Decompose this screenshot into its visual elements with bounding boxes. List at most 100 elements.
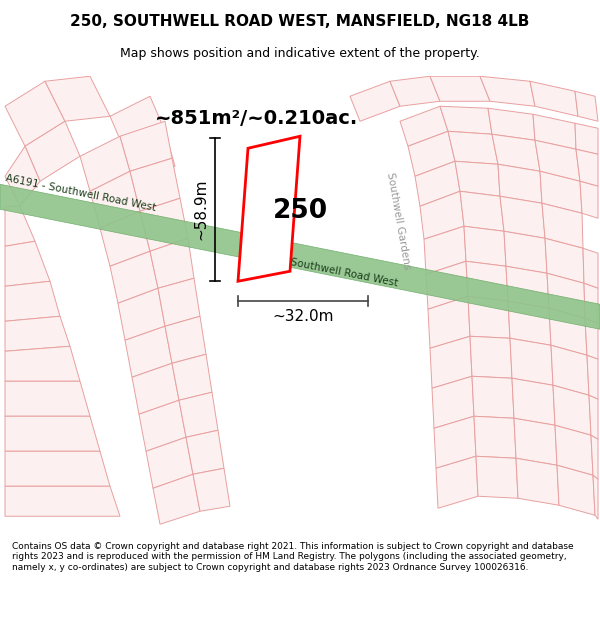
Polygon shape [428,296,470,348]
Polygon shape [557,465,595,515]
Polygon shape [464,226,506,266]
Polygon shape [547,273,585,318]
Polygon shape [118,288,165,340]
Polygon shape [510,338,553,385]
Polygon shape [436,456,478,508]
Polygon shape [350,81,400,121]
Polygon shape [549,308,587,355]
Polygon shape [553,385,591,435]
Polygon shape [5,206,35,246]
Polygon shape [165,316,206,363]
Polygon shape [591,435,598,479]
Polygon shape [434,416,476,468]
Polygon shape [139,400,186,451]
Text: Map shows position and indicative extent of the property.: Map shows position and indicative extent… [120,48,480,61]
Polygon shape [5,316,70,351]
Polygon shape [555,425,593,475]
Polygon shape [420,191,464,239]
Text: Southwell Gardens: Southwell Gardens [385,172,412,271]
Polygon shape [238,136,300,281]
Polygon shape [5,486,120,516]
Text: 250: 250 [272,198,328,224]
Polygon shape [460,191,504,231]
Polygon shape [584,283,598,323]
Polygon shape [186,430,224,474]
Polygon shape [540,171,582,213]
Polygon shape [466,261,508,301]
Polygon shape [5,146,40,206]
Polygon shape [545,238,584,283]
Polygon shape [488,108,535,140]
Polygon shape [25,121,80,181]
Polygon shape [5,281,60,321]
Polygon shape [576,149,598,186]
Polygon shape [516,458,559,505]
Polygon shape [589,395,598,439]
Polygon shape [132,363,179,414]
Polygon shape [408,131,455,176]
Polygon shape [575,91,598,121]
Polygon shape [504,231,547,273]
Polygon shape [130,158,180,211]
Polygon shape [432,376,474,428]
Polygon shape [5,416,100,451]
Polygon shape [430,76,490,101]
Polygon shape [110,251,158,303]
Polygon shape [424,226,466,274]
Polygon shape [474,416,516,458]
Polygon shape [125,131,175,186]
Text: 250, SOUTHWELL ROAD WEST, MANSFIELD, NG18 4LB: 250, SOUTHWELL ROAD WEST, MANSFIELD, NG1… [70,14,530,29]
Polygon shape [472,376,514,418]
Polygon shape [530,81,578,116]
Polygon shape [533,114,576,149]
Polygon shape [0,184,600,329]
Polygon shape [125,326,172,378]
Polygon shape [140,198,188,251]
Polygon shape [120,121,172,171]
Polygon shape [514,418,557,465]
Polygon shape [468,296,510,338]
Polygon shape [575,123,598,154]
Polygon shape [470,336,512,378]
Polygon shape [480,76,535,106]
Polygon shape [430,336,472,388]
Polygon shape [110,96,165,151]
Polygon shape [100,211,150,266]
Polygon shape [506,266,549,308]
Polygon shape [551,345,589,395]
Polygon shape [512,378,555,425]
Polygon shape [426,261,468,309]
Polygon shape [440,106,492,134]
Polygon shape [492,134,540,171]
Polygon shape [448,131,498,164]
Polygon shape [90,171,140,228]
Polygon shape [5,81,65,146]
Polygon shape [193,468,230,511]
Polygon shape [500,196,545,238]
Text: Contains OS data © Crown copyright and database right 2021. This information is : Contains OS data © Crown copyright and d… [12,542,574,572]
Polygon shape [5,451,110,486]
Text: A6191 - Southwell Road West: A6191 - Southwell Road West [5,173,157,213]
Polygon shape [179,392,218,438]
Polygon shape [5,381,90,416]
Polygon shape [390,76,440,106]
Polygon shape [498,164,542,203]
Polygon shape [80,136,130,191]
Polygon shape [150,238,194,288]
Text: ~851m²/~0.210ac.: ~851m²/~0.210ac. [155,109,358,128]
Polygon shape [415,161,460,206]
Polygon shape [5,241,50,286]
Polygon shape [153,474,200,524]
Polygon shape [146,438,193,488]
Polygon shape [593,475,598,519]
Polygon shape [5,346,80,381]
Polygon shape [585,318,598,359]
Text: ~58.9m: ~58.9m [193,179,208,241]
Polygon shape [535,140,580,181]
Polygon shape [476,456,518,498]
Polygon shape [542,203,583,248]
Text: ~32.0m: ~32.0m [272,309,334,324]
Polygon shape [45,76,110,121]
Polygon shape [400,106,448,146]
Polygon shape [172,354,212,400]
